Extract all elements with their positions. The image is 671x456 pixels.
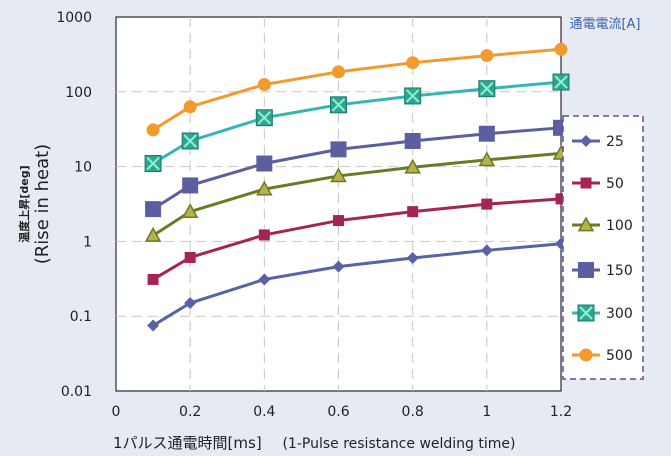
data-point-25 xyxy=(184,297,197,310)
data-point-500 xyxy=(183,100,197,114)
x-axis-label: 1パルス通電時間[ms] (1-Pulse resistance welding… xyxy=(113,434,515,452)
x-tick-labels: 0 0.2 0.4 0.6 0.8 1 1.2 xyxy=(112,404,573,420)
x-tick-label: 0.4 xyxy=(253,404,275,420)
x-tick-label: 0.6 xyxy=(327,404,349,420)
legend-marker-50 xyxy=(580,177,592,189)
x-axis-label-en: (1-Pulse resistance welding time) xyxy=(282,436,515,452)
x-tick-label: 0 xyxy=(112,404,121,420)
data-point-50 xyxy=(481,198,493,210)
data-point-500 xyxy=(554,42,568,56)
series-markers xyxy=(144,42,570,332)
data-point-150 xyxy=(330,141,347,158)
legend-label-25: 25 xyxy=(606,134,624,150)
data-point-100 xyxy=(330,167,347,183)
legend: 25 50 100 150 300 500 xyxy=(572,134,633,364)
data-point-300 xyxy=(552,73,570,91)
data-point-150 xyxy=(182,177,199,194)
data-point-300 xyxy=(181,132,199,150)
data-point-500 xyxy=(257,78,271,92)
legend-marker-300 xyxy=(577,304,595,322)
data-point-50 xyxy=(555,193,567,205)
data-point-100 xyxy=(144,226,162,242)
legend-label-150: 150 xyxy=(606,263,633,279)
data-point-25 xyxy=(406,251,419,264)
y-tick-label: 0.01 xyxy=(61,384,92,400)
legend-label-100: 100 xyxy=(606,218,633,234)
y-tick-labels: 0.01 0.1 1 10 100 1000 xyxy=(56,10,92,400)
legend-marker-25 xyxy=(580,135,592,147)
data-point-50 xyxy=(333,215,344,227)
legend-box xyxy=(562,115,644,380)
data-point-25 xyxy=(332,260,345,273)
data-point-300-cross-b xyxy=(257,111,272,125)
data-point-500 xyxy=(406,56,420,70)
data-point-500 xyxy=(332,65,345,79)
data-point-150 xyxy=(404,132,421,149)
legend-title: 通電電流[A] xyxy=(569,17,640,32)
data-point-100 xyxy=(181,203,199,218)
y-tick-label: 1 xyxy=(83,234,92,250)
data-point-300 xyxy=(404,87,422,105)
data-point-500 xyxy=(146,123,160,137)
data-point-25 xyxy=(258,273,271,286)
data-point-300-cross-b xyxy=(146,156,160,171)
legend-marker-150 xyxy=(578,262,594,278)
data-point-300 xyxy=(478,80,496,98)
data-point-50 xyxy=(407,206,419,218)
data-point-300 xyxy=(330,96,347,114)
data-point-25 xyxy=(480,244,493,257)
data-point-300 xyxy=(144,155,162,173)
y-tick-label: 1000 xyxy=(56,10,92,26)
data-point-150 xyxy=(145,201,162,218)
data-point-300-cross-b xyxy=(554,75,568,89)
x-tick-label: 1 xyxy=(482,404,491,420)
data-point-300-cross-b xyxy=(331,98,346,112)
data-point-300 xyxy=(255,109,273,127)
data-point-150 xyxy=(478,125,495,142)
legend-marker-300-cross-b xyxy=(579,306,593,320)
data-point-100 xyxy=(256,180,273,196)
legend-marker-500 xyxy=(579,348,593,362)
x-tick-label: 0.2 xyxy=(179,404,201,420)
legend-label-500: 500 xyxy=(606,348,633,364)
data-point-50 xyxy=(147,273,159,285)
y-axis-label-en: (Rise in heat) xyxy=(32,144,53,264)
legend-label-300: 300 xyxy=(606,306,633,322)
y-tick-label: 10 xyxy=(74,160,92,176)
data-point-50 xyxy=(258,229,270,241)
y-tick-label: 0.1 xyxy=(70,309,92,325)
y-tick-label: 100 xyxy=(65,85,92,101)
data-point-25 xyxy=(147,319,160,332)
legend-label-50: 50 xyxy=(606,176,624,192)
data-point-300-cross-b xyxy=(480,81,494,96)
data-point-300-cross-b xyxy=(183,134,197,148)
data-point-150 xyxy=(256,155,273,172)
data-point-50 xyxy=(184,251,196,263)
y-axis-label-jp: 温度上昇[deg] xyxy=(17,165,31,242)
legend-marker-100 xyxy=(577,216,595,232)
data-point-100 xyxy=(478,151,496,167)
x-axis-label-jp: 1パルス通電時間[ms] xyxy=(113,434,262,452)
data-point-100 xyxy=(404,158,421,174)
data-point-500 xyxy=(480,49,494,63)
x-tick-label: 1.2 xyxy=(550,404,572,420)
x-tick-label: 0.8 xyxy=(402,404,424,420)
data-point-300-cross-b xyxy=(405,89,420,103)
